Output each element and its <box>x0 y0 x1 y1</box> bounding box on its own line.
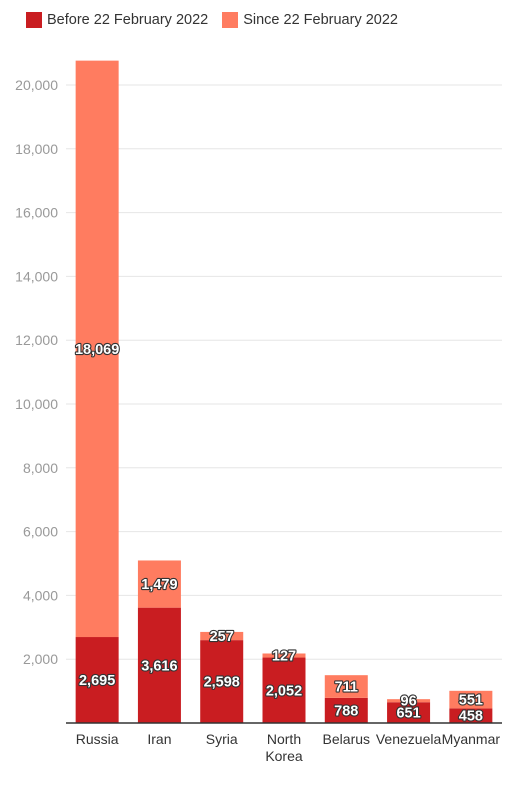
x-tick-label: North Korea <box>265 731 303 764</box>
data-label: 2,052 <box>266 683 302 699</box>
bar-before <box>75 637 119 723</box>
data-label: 1,479 <box>141 577 177 593</box>
data-label: 458 <box>459 709 483 725</box>
x-tick-label: Syria <box>206 731 238 747</box>
y-tick-label: 8,000 <box>23 460 58 476</box>
bar-before <box>387 702 431 723</box>
data-label: 257 <box>210 629 234 645</box>
legend-item-before[interactable]: Before 22 February 2022 <box>26 12 208 28</box>
data-label: 551 <box>459 693 483 709</box>
y-tick-label: 14,000 <box>15 268 58 284</box>
x-tick-label: Myanmar <box>442 731 501 747</box>
bar-since <box>449 690 493 709</box>
y-tick-label: 12,000 <box>15 332 58 348</box>
data-label: 711 <box>335 680 358 696</box>
x-tick-label: Belarus <box>323 731 370 747</box>
x-tick-label: Russia <box>76 731 119 747</box>
data-label: 96 <box>401 694 417 710</box>
data-label: 127 <box>272 649 296 665</box>
data-label: 651 <box>396 706 420 722</box>
bar-before <box>200 640 244 723</box>
bar-since <box>200 631 244 641</box>
bar-since <box>387 699 431 703</box>
legend-swatch-before <box>26 12 42 28</box>
bar-before <box>324 697 368 723</box>
legend-label-since: Since 22 February 2022 <box>243 12 398 28</box>
data-label: 3,616 <box>141 658 177 674</box>
y-tick-label: 18,000 <box>15 141 58 157</box>
bar-before <box>137 607 181 723</box>
data-label: 788 <box>334 703 358 719</box>
legend-swatch-since <box>222 12 239 28</box>
legend-label-before: Before 22 February 2022 <box>47 12 209 28</box>
y-tick-label: 6,000 <box>23 524 58 540</box>
data-label: 2,695 <box>79 673 115 689</box>
bar-before <box>449 708 493 723</box>
legend: Before 22 February 2022 Since 22 Februar… <box>26 12 398 28</box>
y-tick-label: 4,000 <box>23 587 58 603</box>
x-tick-label: Iran <box>147 731 171 747</box>
data-label: 18,069 <box>75 342 119 358</box>
bar-since <box>75 60 119 638</box>
data-label: 2,598 <box>204 675 240 691</box>
y-tick-label: 20,000 <box>15 77 58 93</box>
y-tick-label: 2,000 <box>23 651 58 667</box>
y-tick-label: 16,000 <box>15 205 58 221</box>
x-tick-label: Venezuela <box>376 731 442 747</box>
bar-since <box>137 560 181 608</box>
legend-item-since[interactable]: Since 22 February 2022 <box>222 12 398 28</box>
bar-since <box>324 675 368 698</box>
bar-before <box>262 657 306 723</box>
y-tick-label: 10,000 <box>15 396 58 412</box>
bar-since <box>262 653 306 658</box>
